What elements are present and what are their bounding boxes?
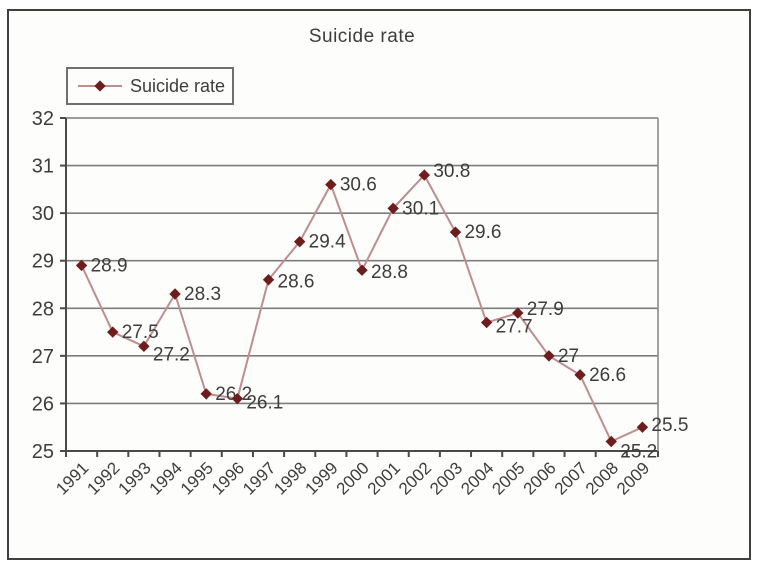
data-point-marker xyxy=(449,226,462,238)
y-axis-tick-label: 26 xyxy=(32,393,54,415)
legend: Suicide rate xyxy=(66,67,234,105)
data-point-label: 26.6 xyxy=(589,365,626,386)
y-axis-tick-label: 32 xyxy=(32,108,54,130)
data-point-label: 27.7 xyxy=(496,317,533,338)
data-point-label: 27.9 xyxy=(527,299,564,320)
x-axis-category-label: 2008 xyxy=(582,458,622,498)
data-point-label: 26.1 xyxy=(246,393,283,414)
x-axis-category-label: 2000 xyxy=(333,458,373,498)
x-axis-category-label: 2002 xyxy=(395,458,435,498)
data-point-label: 27 xyxy=(558,346,579,367)
x-axis-category-label: 2001 xyxy=(364,458,404,498)
data-point-marker xyxy=(262,274,275,286)
data-point-marker xyxy=(636,421,649,433)
data-point-label: 30.6 xyxy=(340,175,377,196)
y-axis-tick-label: 28 xyxy=(32,298,54,320)
x-axis-category-label: 1991 xyxy=(52,458,92,498)
x-axis-category-label: 2009 xyxy=(613,458,653,498)
data-point-marker xyxy=(574,369,586,381)
data-point-marker xyxy=(543,350,555,362)
x-axis-category-label: 1997 xyxy=(239,458,279,498)
x-axis-category-label: 1995 xyxy=(177,458,217,498)
data-point-label: 29.4 xyxy=(309,232,346,253)
legend-diamond-marker-icon xyxy=(94,80,106,92)
x-axis-category-label: 1996 xyxy=(208,458,248,498)
x-axis-category-label: 1992 xyxy=(83,458,123,498)
y-axis-tick-label: 29 xyxy=(32,251,54,273)
data-point-label: 28.9 xyxy=(91,255,128,276)
x-axis-category-label: 2007 xyxy=(551,458,591,498)
data-point-label: 29.6 xyxy=(464,222,501,243)
y-axis-tick-label: 30 xyxy=(32,203,54,225)
y-axis-tick-label: 25 xyxy=(32,441,54,463)
data-point-marker xyxy=(512,307,524,319)
data-point-marker xyxy=(107,326,119,338)
x-axis-category-label: 2005 xyxy=(488,458,528,498)
x-axis-category-label: 2006 xyxy=(520,458,560,498)
data-point-label: 30.1 xyxy=(402,198,439,219)
data-point-marker xyxy=(325,178,337,191)
legend-line-marker-icon xyxy=(78,80,122,92)
x-axis-category-label: 1999 xyxy=(301,458,341,498)
data-point-marker xyxy=(200,388,212,400)
data-point-marker xyxy=(605,435,617,448)
data-point-label: 28.8 xyxy=(371,262,408,283)
x-axis-category-label: 1993 xyxy=(115,458,155,498)
x-axis-category-label: 1994 xyxy=(146,458,186,498)
data-point-label: 28.6 xyxy=(278,272,315,293)
data-point-label: 25.5 xyxy=(651,415,688,436)
data-point-marker xyxy=(480,316,493,329)
x-axis-category-label: 1998 xyxy=(270,458,310,498)
data-point-label: 26.2 xyxy=(215,384,252,405)
data-point-marker xyxy=(231,392,244,405)
data-point-label: 28.3 xyxy=(184,284,221,305)
data-point-label: 27.5 xyxy=(122,322,159,343)
legend-series-label: Suicide rate xyxy=(130,75,226,96)
data-point-marker xyxy=(75,259,88,272)
chart-title: Suicide rate xyxy=(308,26,416,47)
data-point-label: 25.2 xyxy=(620,441,657,462)
x-axis-category-label: 2004 xyxy=(457,458,497,498)
data-point-label: 30.8 xyxy=(433,161,470,182)
data-point-marker xyxy=(293,235,306,248)
y-axis-tick-label: 27 xyxy=(32,346,54,368)
data-point-label: 27.2 xyxy=(153,344,190,365)
data-point-marker xyxy=(356,264,368,276)
y-axis-tick-label: 31 xyxy=(32,156,54,178)
data-point-marker xyxy=(138,340,150,353)
data-point-marker xyxy=(418,169,431,181)
data-point-marker xyxy=(387,202,399,215)
data-point-marker xyxy=(169,288,181,300)
x-axis-category-label: 2003 xyxy=(426,458,466,498)
